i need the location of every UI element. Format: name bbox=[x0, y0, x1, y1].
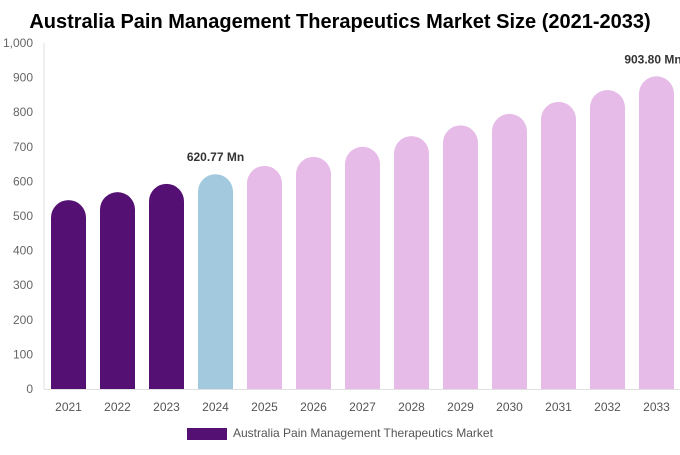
legend-swatch bbox=[187, 428, 227, 440]
x-tick-label: 2027 bbox=[349, 400, 376, 414]
bar-2021 bbox=[51, 200, 86, 389]
bar-2028 bbox=[394, 136, 429, 389]
x-tick-label: 2032 bbox=[594, 400, 621, 414]
y-tick-label: 200 bbox=[13, 313, 33, 327]
data-label: 903.80 Mn bbox=[624, 52, 680, 66]
bar-2022 bbox=[100, 192, 135, 389]
x-tick-label: 2033 bbox=[643, 400, 670, 414]
bar-2032 bbox=[590, 90, 625, 389]
bar-2030 bbox=[492, 113, 527, 389]
legend: Australia Pain Management Therapeutics M… bbox=[187, 426, 494, 440]
bar-2023 bbox=[149, 183, 184, 389]
bar-2033 bbox=[639, 76, 674, 389]
y-tick-label: 800 bbox=[13, 105, 33, 119]
y-tick-label: 500 bbox=[13, 209, 33, 223]
x-tick-label: 2029 bbox=[447, 400, 474, 414]
x-tick-label: 2028 bbox=[398, 400, 425, 414]
x-tick-label: 2025 bbox=[251, 400, 278, 414]
x-tick-label: 2021 bbox=[55, 400, 82, 414]
x-tick-label: 2023 bbox=[153, 400, 180, 414]
chart-title: Australia Pain Management Therapeutics M… bbox=[29, 11, 650, 33]
x-tick-label: 2022 bbox=[104, 400, 131, 414]
x-tick-label: 2024 bbox=[202, 400, 229, 414]
y-tick-label: 300 bbox=[13, 278, 33, 292]
bar-2029 bbox=[443, 125, 478, 389]
y-tick-label: 0 bbox=[26, 382, 33, 396]
bar-2027 bbox=[345, 146, 380, 389]
bar-2025 bbox=[247, 165, 282, 389]
y-tick-label: 400 bbox=[13, 244, 33, 258]
bar-2031 bbox=[541, 101, 576, 389]
bar-2026 bbox=[296, 156, 331, 389]
y-tick-label: 900 bbox=[13, 71, 33, 85]
y-tick-label: 600 bbox=[13, 174, 33, 188]
x-tick-label: 2026 bbox=[300, 400, 327, 414]
bar-2024 bbox=[198, 174, 233, 389]
y-tick-label: 100 bbox=[13, 347, 33, 361]
y-tick-label: 1,000 bbox=[3, 36, 33, 50]
legend-label: Australia Pain Management Therapeutics M… bbox=[233, 426, 494, 440]
data-label: 620.77 Mn bbox=[187, 150, 244, 164]
x-tick-label: 2031 bbox=[545, 400, 572, 414]
x-tick-label: 2030 bbox=[496, 400, 523, 414]
y-tick-label: 700 bbox=[13, 140, 33, 154]
